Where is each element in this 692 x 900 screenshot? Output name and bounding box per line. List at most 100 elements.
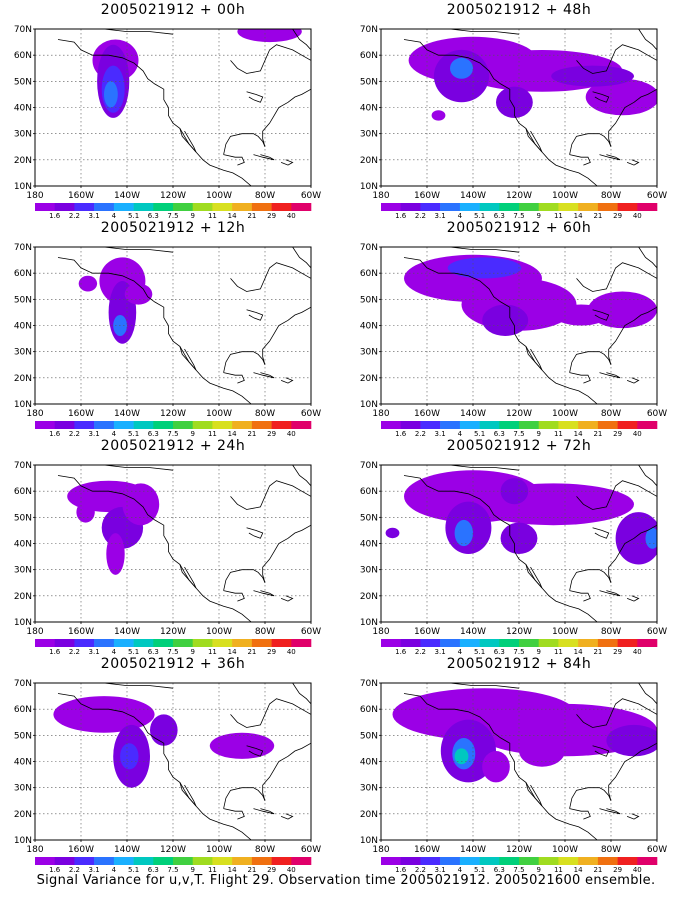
variance-contour [482,751,510,783]
y-tick-label: 30N [14,566,32,576]
colorbar-label: 7.5 [167,212,178,218]
coastline [57,693,252,840]
coastline [569,306,657,373]
colorbar-swatch [637,857,658,865]
colorbar-label: 2.2 [415,648,426,654]
colorbar-swatch [192,203,213,211]
coastline [638,465,657,487]
colorbar-label: 21 [247,866,256,872]
colorbar-swatch [291,857,312,865]
variance-field [35,247,311,404]
y-tick-label: 70N [14,679,32,689]
coastline [223,808,245,820]
colorbar-swatch [54,203,75,211]
colorbar-label: 7.5 [513,430,524,436]
colorbar-label: 11 [554,430,563,436]
x-tick-label: 160W [68,191,94,201]
coastline [246,527,264,539]
colorbar-swatch [133,857,154,865]
colorbar-label: 1.6 [49,212,61,218]
x-tick-label: 160W [414,191,440,201]
x-tick-label: 120W [506,191,532,201]
colorbar-label: 4 [458,648,463,654]
variance-contour [454,519,473,547]
coastline [179,128,197,153]
variance-contour [104,81,118,108]
colorbar-swatch [578,639,599,647]
colorbar-label: 1.6 [49,866,61,872]
colorbar-label: 2.2 [69,866,80,872]
x-tick-label: 180 [372,845,389,855]
coastline [638,247,657,269]
variance-field [35,683,311,840]
colorbar-swatch [558,857,579,865]
colorbar-label: 9 [190,212,194,218]
colorbar-swatch [420,203,441,211]
colorbar-label: 6.3 [148,866,159,872]
coastline [403,257,598,404]
coastline [223,524,311,591]
colorbar-label: 6.3 [148,430,159,436]
colorbar-swatch [173,857,193,865]
colorbar-swatch [400,421,421,429]
colorbar-label: 9 [190,430,194,436]
colorbar-swatch [251,203,272,211]
variance-contour [120,743,139,770]
coastline [569,88,657,155]
x-tick-label: 80W [255,627,275,637]
colorbar-swatch [597,421,618,429]
panel-title: 2005021912 + 00h [100,2,246,18]
colorbar-swatch [133,203,154,211]
coastline [230,698,311,728]
x-tick-label: 180 [26,845,43,855]
colorbar-swatch [113,203,134,211]
coastline [57,39,252,186]
coastline [230,480,311,510]
coastline [223,154,245,166]
variance-contour [62,698,100,731]
colorbar-label: 3.1 [435,430,446,436]
y-tick-label: 40N [14,322,32,332]
coastline [626,159,640,166]
colorbar-label: 29 [613,648,622,654]
coastline [525,564,543,589]
colorbar-label: 3.1 [89,866,100,872]
colorbar-swatch [479,639,500,647]
x-tick-label: 120W [160,845,186,855]
coastline [67,465,174,471]
x-tick-label: 100W [552,845,578,855]
colorbar-label: 3.1 [435,212,446,218]
variance-contour [482,304,529,336]
colorbar-swatch [617,421,638,429]
colorbar-swatch [74,203,95,211]
colorbar-swatch [192,857,213,865]
colorbar-swatch [232,639,253,647]
colorbar-label: 11 [554,866,563,872]
colorbar-swatch [54,857,75,865]
x-tick-label: 80W [255,409,275,419]
y-tick-label: 20N [360,592,378,602]
y-tick-label: 40N [360,322,378,332]
coastline [223,590,245,602]
colorbar-swatch [35,857,55,865]
colorbar-label: 11 [208,648,217,654]
colorbar-swatch [558,639,579,647]
colorbar-label: 9 [190,648,194,654]
colorbar-label: 7.5 [513,212,524,218]
colorbar-label: 9 [536,212,540,218]
x-tick-label: 80W [601,409,621,419]
y-tick-label: 50N [14,513,32,523]
x-tick-label: 120W [160,627,186,637]
coastline [525,782,543,807]
y-tick-label: 60N [14,269,32,279]
colorbar-swatch [212,203,233,211]
colorbar-label: 40 [287,430,296,436]
colorbar-label: 5.1 [474,430,485,436]
x-tick-label: 60W [647,409,667,419]
colorbar-swatch [173,203,193,211]
coastline [569,742,657,809]
x-tick-label: 80W [601,845,621,855]
colorbar-swatch [232,203,253,211]
